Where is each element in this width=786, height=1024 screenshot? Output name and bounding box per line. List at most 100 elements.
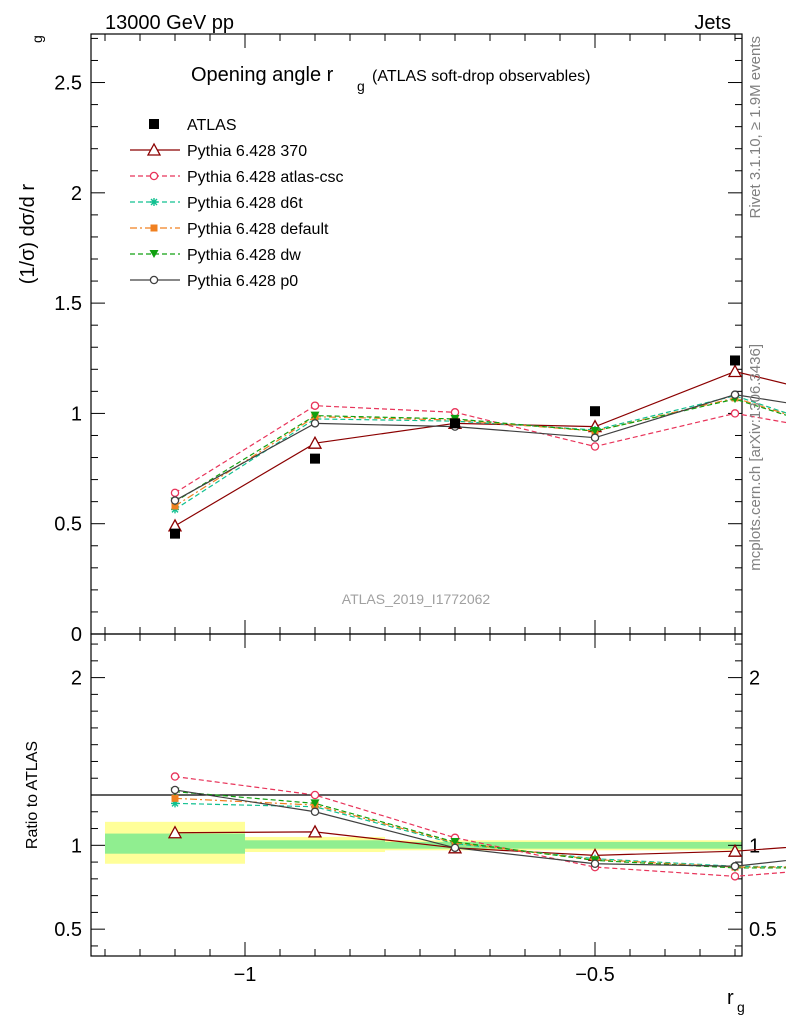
legend-label-atlas: ATLAS — [187, 117, 237, 134]
x-tick-label: −0.5 — [575, 964, 614, 986]
data-point — [310, 453, 320, 464]
ratio-point — [307, 824, 323, 838]
ratio-y-tick-label-left: 1 — [71, 835, 82, 857]
series-point — [310, 411, 320, 420]
series-point — [450, 408, 460, 417]
legend-label: Pythia 6.428 370 — [187, 143, 307, 160]
data-point — [730, 355, 740, 366]
series-pythia-6-428-p0 — [170, 390, 786, 505]
ratio-point — [590, 859, 600, 869]
ratio-point — [310, 799, 320, 808]
main-y-axis-label-subscript: g — [29, 35, 45, 43]
legend-label: Pythia 6.428 default — [187, 221, 329, 238]
ratio-axes: 0.5 0.5 1 1 2 2 −1 −0.5 — [54, 634, 777, 986]
ratio-y-tick-label-left: 2 — [71, 668, 82, 690]
band-inner-3 — [525, 841, 665, 849]
legend-marker — [150, 224, 158, 232]
legend-marker — [150, 198, 158, 206]
main-series-group — [167, 355, 786, 539]
header-left: 13000 GeV pp — [105, 12, 234, 34]
series-point — [171, 502, 179, 510]
series-point — [730, 409, 740, 418]
ratio-y-axis-label: Ratio to ATLAS — [24, 741, 41, 849]
series-line — [174, 370, 786, 527]
y-tick-label: 1.5 — [54, 293, 82, 315]
ratio-point — [310, 807, 320, 817]
analysis-watermark: ATLAS_2019_I1772062 — [342, 591, 491, 607]
main-y-axis-label: (1/σ) dσ/d r — [17, 184, 39, 285]
series-line — [174, 405, 786, 494]
main-axes: 0 0.5 1 1.5 2 2.5 — [54, 34, 742, 646]
rivet-version-label: Rivet 3.1.10, ≥ 1.9M events — [747, 36, 764, 219]
ratio-uncertainty-bands — [105, 821, 742, 864]
series-pythia-6-428-d6t — [171, 391, 786, 514]
ratio-line — [174, 802, 786, 868]
legend: ATLAS Pythia 6.428 370 Pythia 6.428 atlas-… — [130, 117, 344, 290]
x-axis-label-subscript: g — [737, 999, 745, 1015]
y-tick-label: 0 — [71, 624, 82, 646]
series-point — [730, 390, 740, 399]
ratio-series-pythia-6-428-p0 — [170, 785, 786, 871]
legend-marker-atlas — [149, 119, 159, 129]
series-point — [310, 401, 320, 410]
mcplots-reference-label: mcplots.cern.ch [arXiv:1306.3436] — [747, 344, 764, 571]
ratio-point — [167, 825, 183, 839]
series-point — [310, 419, 320, 428]
data-point — [590, 406, 600, 417]
series-line — [174, 397, 786, 507]
series-line — [174, 395, 786, 510]
chart-title-subscript: g — [357, 78, 365, 94]
ratio-point — [730, 862, 740, 871]
legend-label: Pythia 6.428 p0 — [187, 273, 298, 290]
band-inner-1 — [245, 840, 385, 849]
series-line — [174, 398, 786, 503]
ratio-line — [174, 789, 786, 867]
legend-label: Pythia 6.428 dw — [187, 247, 301, 264]
series-point — [727, 364, 743, 378]
legend-marker — [146, 142, 162, 156]
legend-marker — [149, 250, 159, 258]
series-point — [590, 427, 600, 436]
y-tick-label: 1 — [71, 403, 82, 425]
series-line — [174, 394, 786, 502]
legend-marker — [149, 171, 159, 181]
ratio-y-tick-label-left: 0.5 — [54, 919, 82, 941]
ratio-line — [174, 775, 786, 877]
ratio-point — [450, 843, 460, 853]
ratio-point — [170, 785, 180, 795]
y-tick-label: 2.5 — [54, 73, 82, 95]
series-point — [590, 442, 600, 451]
series-pythia-6-428-370 — [167, 364, 786, 532]
ratio-point — [450, 837, 460, 846]
series-point — [590, 433, 600, 442]
x-tick-label: −1 — [234, 964, 257, 986]
data-point — [450, 418, 460, 429]
ratio-y-tick-label-right: 2 — [749, 668, 760, 690]
series-point — [170, 496, 180, 505]
ratio-point — [727, 843, 743, 857]
ratio-point — [171, 799, 179, 808]
ratio-line — [174, 791, 786, 869]
ratio-y-tick-label-right: 0.5 — [749, 919, 777, 941]
data-point — [170, 528, 180, 539]
header-right: Jets — [694, 12, 731, 34]
series-point — [307, 435, 323, 449]
ratio-series-group — [167, 772, 786, 881]
chart-title-note: (ATLAS soft-drop observables) — [372, 68, 590, 85]
legend-label: Pythia 6.428 atlas-csc — [187, 169, 344, 186]
ratio-y-tick-label-right: 1 — [749, 835, 760, 857]
ratio-point — [310, 790, 320, 800]
ratio-series-pythia-6-428-d6t — [171, 799, 786, 871]
band-inner-0 — [105, 833, 245, 854]
chart-title: Opening angle r — [191, 64, 334, 86]
series-pythia-6-428-dw — [170, 395, 786, 506]
ratio-point — [170, 772, 180, 781]
x-axis-label: r — [727, 987, 734, 1009]
series-point — [170, 488, 180, 498]
band-inner-4 — [665, 841, 742, 849]
legend-marker — [149, 275, 159, 285]
legend-label: Pythia 6.428 d6t — [187, 195, 303, 212]
ratio-point — [730, 872, 740, 881]
ratio-series-pythia-6-428-dw — [170, 787, 786, 872]
